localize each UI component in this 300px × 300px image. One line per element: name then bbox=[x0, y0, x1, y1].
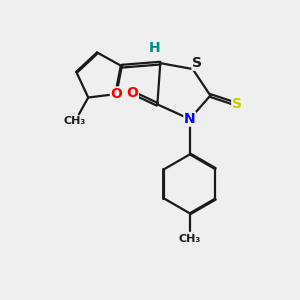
Text: S: S bbox=[192, 56, 202, 70]
Text: O: O bbox=[126, 85, 138, 100]
Text: CH₃: CH₃ bbox=[64, 116, 86, 127]
Text: H: H bbox=[149, 41, 161, 55]
Text: S: S bbox=[232, 98, 242, 111]
Text: N: N bbox=[184, 112, 196, 126]
Text: O: O bbox=[110, 87, 122, 101]
Text: CH₃: CH₃ bbox=[178, 234, 201, 244]
